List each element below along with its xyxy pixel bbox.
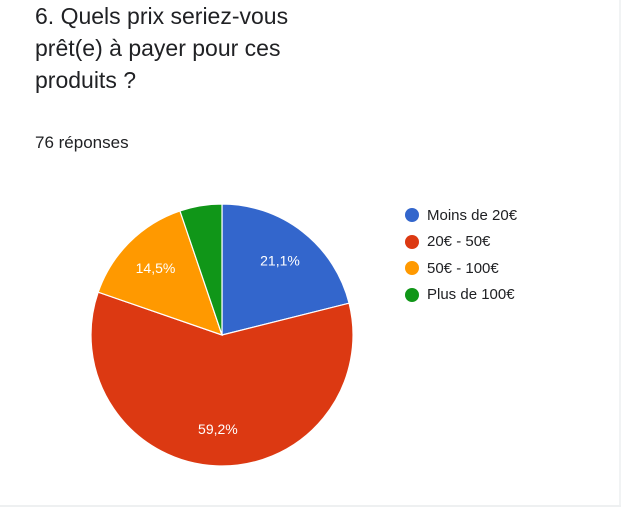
pie-slice-3[interactable] [179,203,223,336]
legend-label: 20€ - 50€ [427,233,491,251]
legend-item-0[interactable]: Moins de 20€ [405,202,517,229]
pie-data-label-1: 59,2% [198,421,238,437]
pie-slices [90,203,354,467]
legend-item-3[interactable]: Plus de 100€ [405,282,517,309]
pie-data-label-2: 14,5% [136,260,176,276]
response-count: 76 réponses [35,133,129,152]
chart-legend: Moins de 20€ 20€ - 50€ 50€ - 100€ Plus de 1… [405,202,517,308]
legend-label: Moins de 20€ [427,206,518,224]
pie-data-labels: 21,1% 59,2% 14,5% [136,253,300,438]
card-bottom-border [0,505,621,507]
legend-item-2[interactable]: 50€ - 100€ [405,255,517,282]
legend-swatch-icon [405,234,419,249]
pie-data-label-0: 21,1% [260,253,300,269]
pie-slice-0[interactable] [221,203,350,336]
card-right-border [619,0,621,507]
legend-item-1[interactable]: 20€ - 50€ [405,229,517,256]
legend-swatch-icon [405,287,419,302]
pie-slice-1[interactable] [90,291,354,467]
pie-slice-2[interactable] [97,210,223,336]
question-title: 6. Quels prix seriez-vous prêt(e) à paye… [35,3,289,93]
legend-swatch-icon [405,261,419,276]
legend-label: Plus de 100€ [427,286,515,304]
legend-label: 50€ - 100€ [427,259,499,277]
legend-swatch-icon [405,208,419,223]
